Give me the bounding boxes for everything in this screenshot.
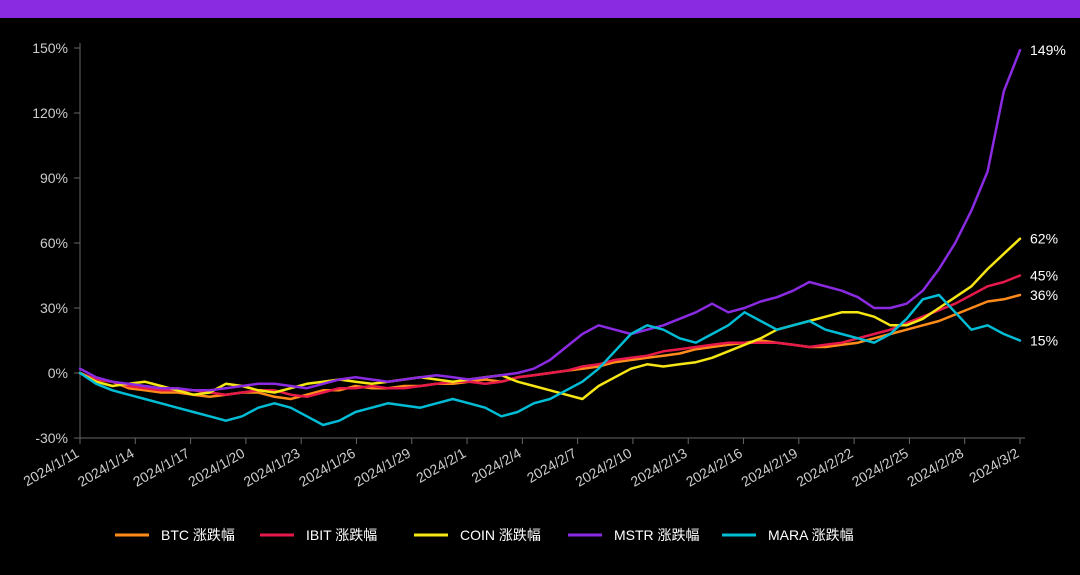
y-tick-label: 0% [48,365,68,381]
x-tick-label: 2024/1/26 [296,445,358,490]
legend-label: COIN 涨跌幅 [460,527,541,543]
series-end-label: 149% [1030,42,1066,58]
chart-area: -30%0%30%60%90%120%150%2024/1/112024/1/1… [0,18,1080,575]
y-tick-label: -30% [35,430,68,446]
series-end-label: 15% [1030,333,1058,349]
y-tick-label: 90% [40,170,68,186]
x-tick-label: 2024/2/1 [413,445,468,486]
series-end-label: 62% [1030,231,1058,247]
x-tick-label: 2024/2/25 [849,445,911,490]
legend-label: MARA 涨跌幅 [768,527,854,543]
series-end-label: 45% [1030,268,1058,284]
x-tick-label: 2024/1/11 [20,445,81,490]
x-tick-label: 2024/1/17 [130,445,192,490]
x-tick-label: 2024/1/29 [351,445,413,490]
x-tick-label: 2024/2/22 [794,445,856,490]
legend-label: IBIT 涨跌幅 [306,527,377,543]
legend-label: MSTR 涨跌幅 [614,527,700,543]
series-line [80,239,1020,399]
x-tick-label: 2024/2/16 [683,445,745,490]
y-tick-label: 60% [40,235,68,251]
x-tick-label: 2024/2/10 [572,445,634,490]
y-tick-label: 30% [40,300,68,316]
x-tick-label: 2024/2/19 [738,445,800,490]
x-tick-label: 2024/2/4 [469,445,524,486]
x-tick-label: 2024/1/14 [75,445,137,490]
legend-label: BTC 涨跌幅 [161,527,235,543]
x-tick-label: 2024/1/23 [241,445,303,490]
top-accent-bar [0,0,1080,18]
x-tick-label: 2024/2/13 [628,445,690,490]
series-line [80,295,1020,399]
y-tick-label: 150% [32,40,68,56]
x-tick-label: 2024/1/20 [185,445,247,490]
y-tick-label: 120% [32,105,68,121]
x-tick-label: 2024/3/2 [966,445,1021,486]
line-chart: -30%0%30%60%90%120%150%2024/1/112024/1/1… [0,18,1080,575]
x-tick-label: 2024/2/28 [904,445,966,490]
x-tick-label: 2024/2/7 [524,445,579,486]
series-end-label: 36% [1030,287,1058,303]
